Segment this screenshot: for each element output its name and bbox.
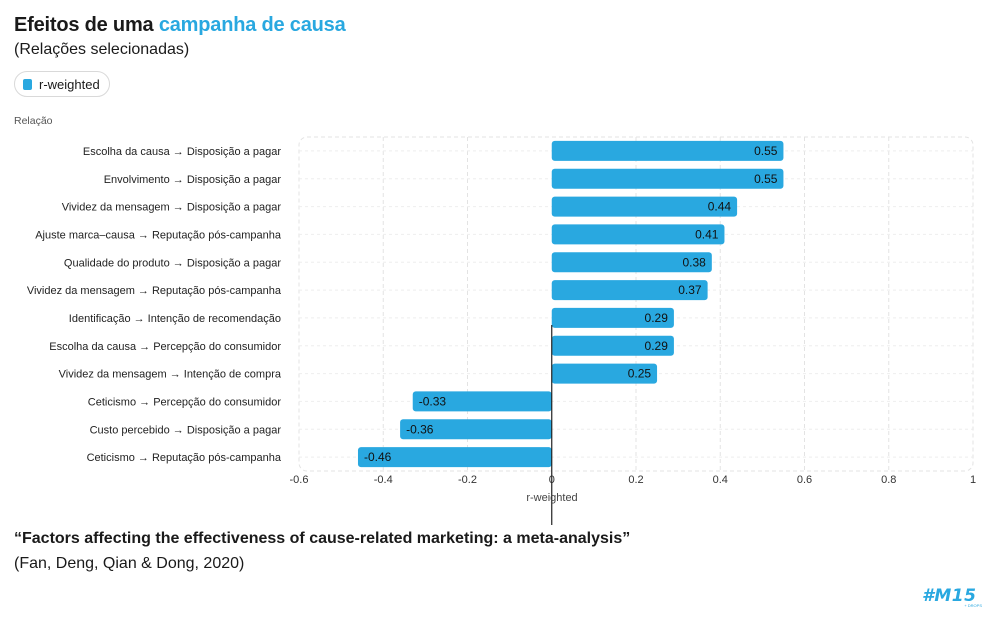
chart-subtitle: (Relações selecionadas) [14,41,190,58]
title-prefix: Efeitos de uma [14,14,159,36]
bar [551,252,712,273]
bar [551,307,674,328]
category-label: Custo percebido → Disposição a pagar [90,424,282,436]
bar-value-label: 0.29 [645,311,669,325]
bar-value-label: 0.29 [645,339,669,353]
chart-title: Efeitos de uma campanha de causa [14,14,346,37]
x-tick-label: -0.6 [290,474,309,486]
bar [551,168,784,189]
category-label: Escolha da causa → Disposição a pagar [83,146,281,158]
brand-logo: #M15 + DROPS [922,586,984,608]
bar [551,280,708,301]
citation-authors: (Fan, Deng, Qian & Dong, 2020) [14,555,245,572]
x-tick-label: 0.6 [797,474,812,486]
x-tick-label: -0.2 [458,474,477,486]
category-label: Qualidade do produto → Disposição a paga… [64,257,281,269]
x-tick-label: 0.8 [881,474,896,486]
bar-value-label: 0.41 [695,227,719,241]
category-label: Envolvimento → Disposição a pagar [104,174,282,186]
bar-value-label: 0.25 [628,367,652,381]
y-axis-title: Relação [14,115,53,127]
bar [412,391,552,412]
bar-value-label: 0.55 [754,144,778,158]
bar-value-label: 0.38 [682,255,706,269]
category-label: Vividez da mensagem → Disposição a pagar [62,202,282,214]
bar [551,196,738,217]
bar-value-label: 0.55 [754,172,778,186]
category-label: Vividez da mensagem → Intenção de compra [59,369,282,381]
legend-swatch [23,78,32,90]
category-label: Escolha da causa → Percepção do consumid… [49,341,281,353]
bar [357,447,552,468]
category-label: Ceticismo → Reputação pós-campanha [87,452,282,464]
x-tick-label: -0.4 [374,474,393,486]
bar [551,335,674,356]
x-tick-label: 0.4 [713,474,728,486]
logo-text: #M15 [922,586,977,606]
logo-subtext: + DROPS [964,603,982,608]
bar-value-label: -0.33 [419,394,447,408]
bar-value-label: -0.46 [364,450,392,464]
category-label: Ceticismo → Percepção do consumidor [88,396,282,408]
bar [551,140,784,161]
bar-value-label: 0.44 [708,200,732,214]
category-label: Identificação → Intenção de recomendação [69,313,281,325]
x-tick-label: 1 [970,474,976,486]
bar [551,224,725,245]
bar [551,363,658,384]
citation-title: “Factors affecting the effectiveness of … [14,530,631,547]
bar [400,419,552,440]
bar-value-label: 0.37 [678,283,702,297]
legend-label: r-weighted [39,76,100,92]
x-axis-title: r-weighted [526,492,578,504]
title-highlight: campanha de causa [158,14,346,36]
bar-value-label: -0.36 [406,422,434,436]
category-label: Ajuste marca–causa → Reputação pós-campa… [35,229,282,241]
legend-toggle[interactable]: r-weighted [14,71,110,97]
category-label: Vividez da mensagem → Reputação pós-camp… [27,285,282,297]
x-tick-label: 0.2 [628,474,643,486]
